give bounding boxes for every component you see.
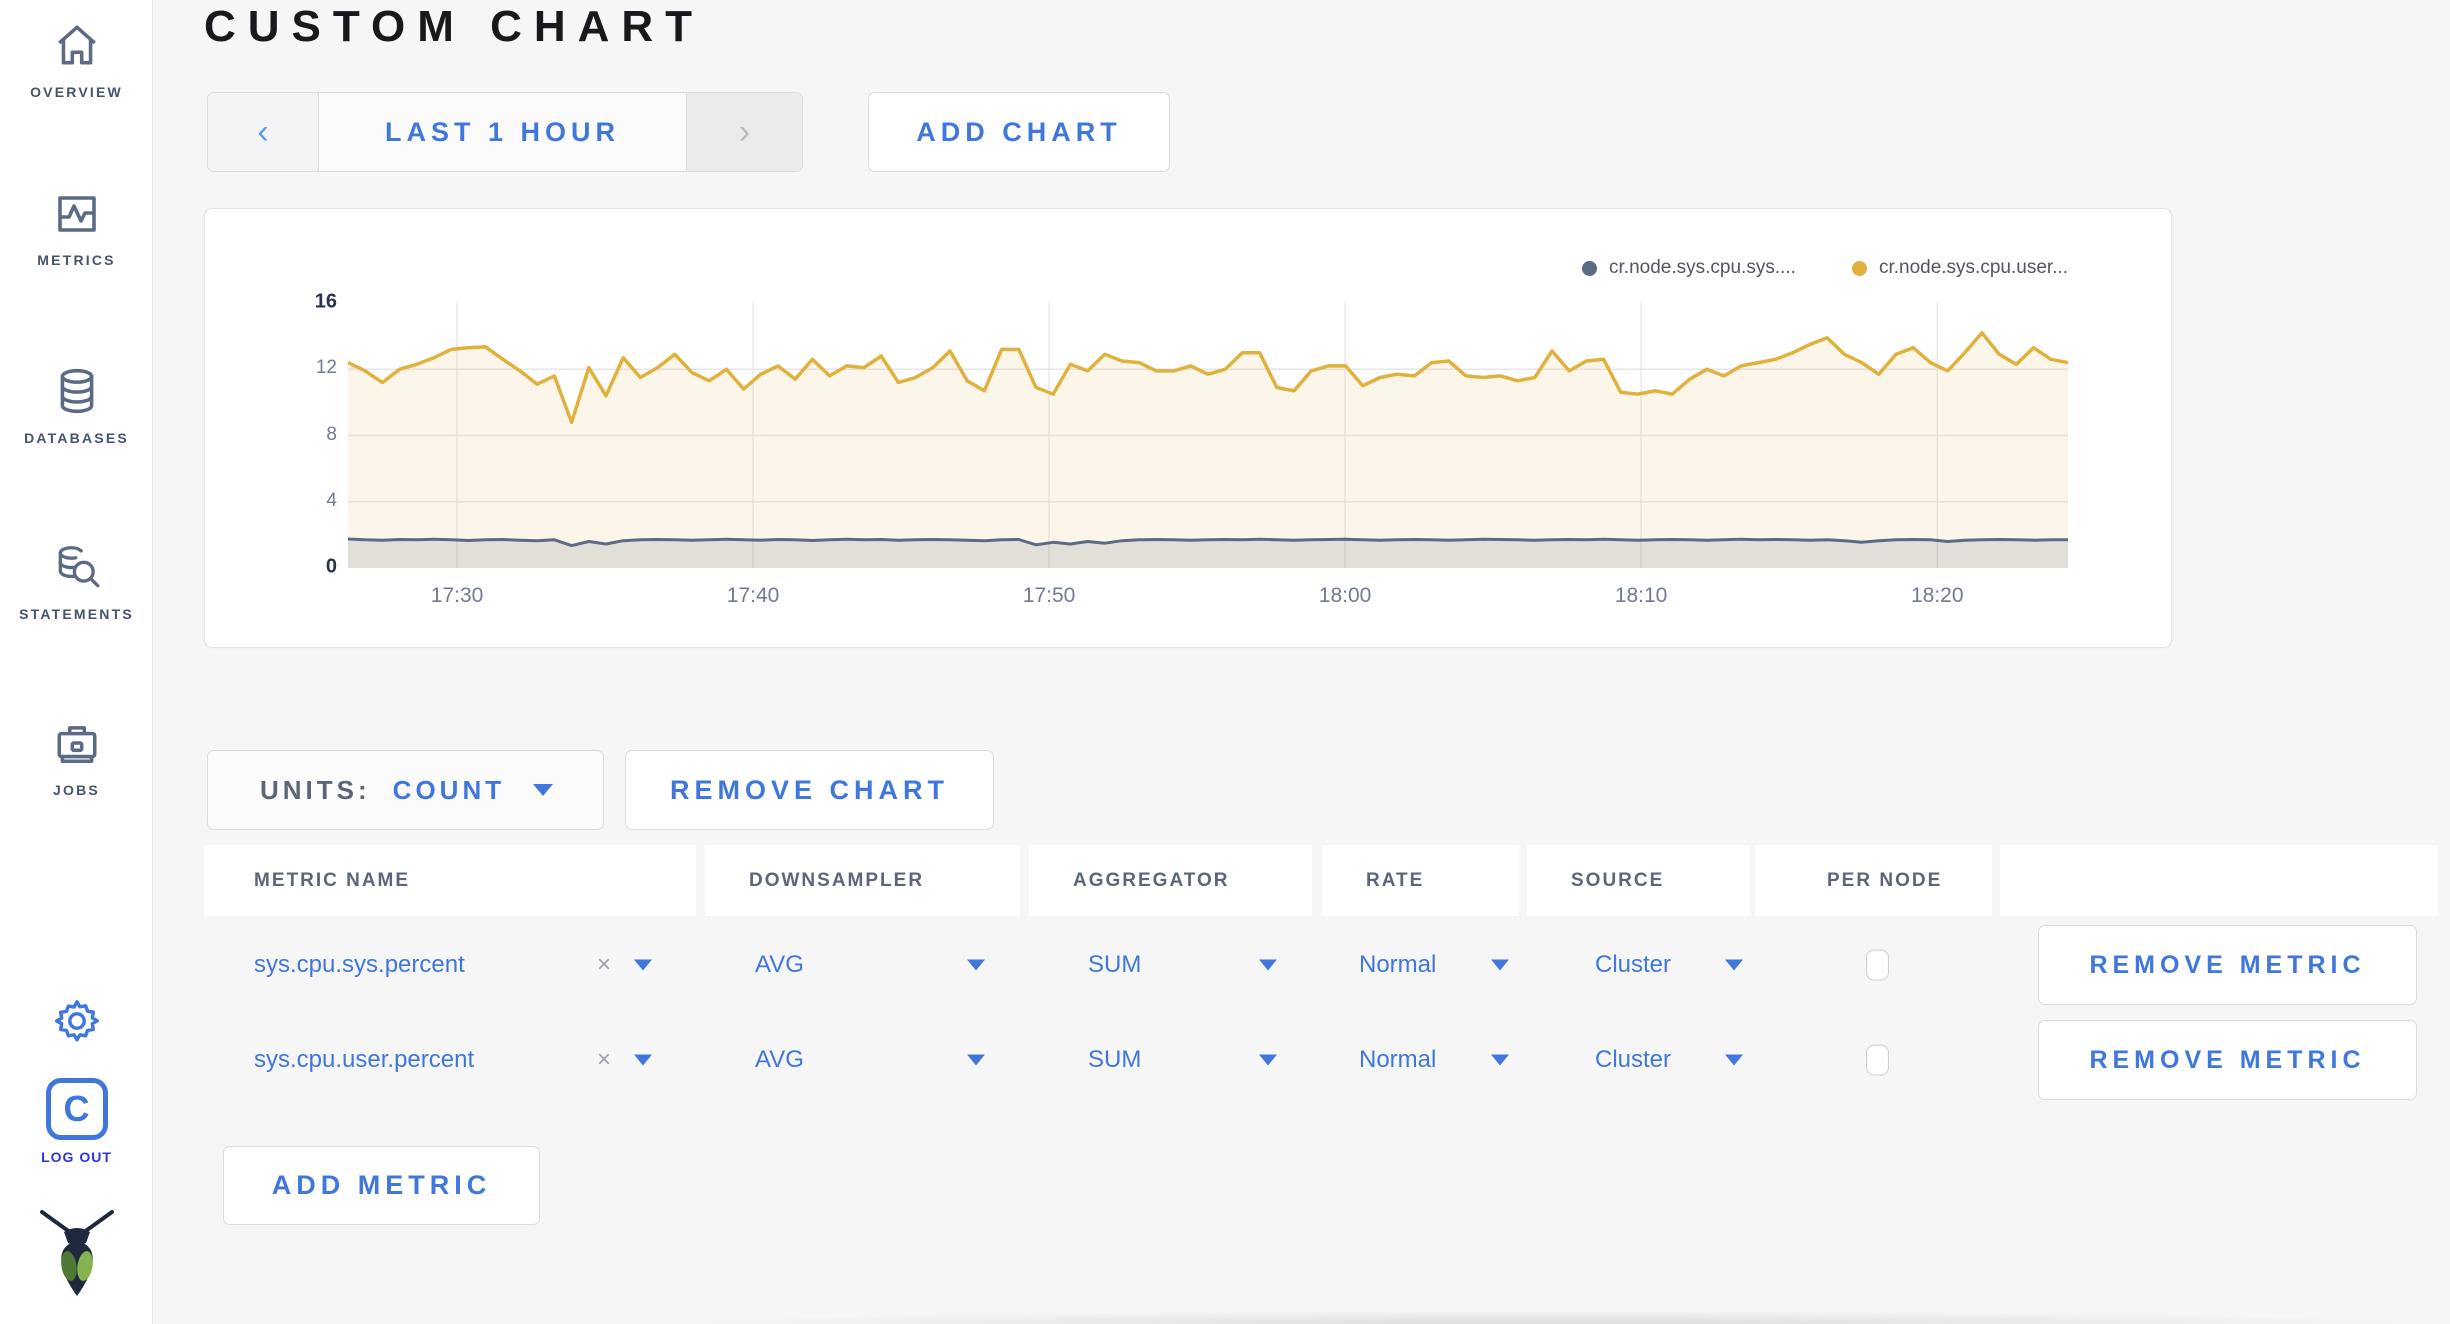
y-tick-label: 8 — [326, 423, 337, 445]
metric-table-row: sys.cpu.sys.percent × AVG SUM Normal Clu… — [204, 920, 2438, 1010]
metrics-icon — [0, 190, 153, 238]
sidebar-item-label: STATEMENTS — [19, 606, 134, 622]
y-axis-labels: 0 4 8 12 16 — [205, 290, 337, 577]
sidebar-item-metrics[interactable]: METRICS — [0, 190, 153, 268]
gear-icon — [0, 998, 153, 1044]
column-header-actions — [2000, 845, 2438, 916]
logout-label: LOG OUT — [41, 1149, 112, 1165]
chart-card: cr.node.sys.cpu.sys.... cr.node.sys.cpu.… — [204, 208, 2172, 648]
column-header-metric-name: METRIC NAME — [204, 845, 696, 916]
sidebar: OVERVIEW METRICS DATABASES — [0, 0, 153, 1324]
legend-dot — [1582, 260, 1598, 276]
x-axis-labels: 17:30 17:40 17:50 18:00 18:10 18:20 — [348, 584, 2068, 614]
chevron-left-icon: ‹ — [257, 113, 269, 151]
sidebar-item-statements[interactable]: STATEMENTS — [0, 542, 153, 622]
legend-item-sys[interactable]: cr.node.sys.cpu.sys.... — [1582, 257, 1796, 279]
per-node-checkbox[interactable] — [1866, 949, 1889, 981]
y-tick-label: 12 — [315, 357, 337, 379]
x-tick-label: 18:00 — [1318, 584, 1372, 607]
clear-metric-icon[interactable]: × — [597, 951, 612, 978]
downsampler-value[interactable]: AVG — [755, 1046, 804, 1073]
aggregator-dropdown-icon[interactable] — [1259, 1054, 1277, 1066]
time-range-dropdown[interactable]: LAST 1 HOUR — [319, 93, 687, 171]
logout-button[interactable]: C LOG OUT — [0, 1078, 153, 1165]
downsampler-value[interactable]: AVG — [755, 951, 804, 978]
home-icon — [0, 20, 153, 70]
legend-label: cr.node.sys.cpu.user... — [1878, 257, 2068, 278]
column-header-downsampler: DOWNSAMPLER — [705, 845, 1020, 916]
rate-value[interactable]: Normal — [1359, 951, 1437, 978]
page-title: CUSTOM CHART — [204, 2, 705, 51]
statements-icon — [0, 542, 153, 592]
time-range-picker: ‹ LAST 1 HOUR › — [207, 92, 803, 172]
rate-dropdown-icon[interactable] — [1491, 1054, 1509, 1066]
line-chart-plot — [347, 303, 2069, 568]
source-dropdown-icon[interactable] — [1725, 1054, 1743, 1066]
chevron-down-icon — [533, 784, 554, 796]
sidebar-item-overview[interactable]: OVERVIEW — [0, 20, 153, 100]
metric-name-value[interactable]: sys.cpu.sys.percent — [254, 951, 465, 978]
column-header-source: SOURCE — [1527, 845, 1750, 916]
units-dropdown[interactable]: UNITS: COUNT — [207, 750, 604, 830]
chevron-right-icon: › — [738, 113, 751, 151]
column-header-rate: RATE — [1322, 845, 1519, 916]
chart-legend: cr.node.sys.cpu.sys.... cr.node.sys.cpu.… — [348, 257, 2068, 279]
x-tick-label: 18:10 — [1614, 584, 1668, 607]
metric-name-value[interactable]: sys.cpu.user.percent — [254, 1046, 475, 1073]
y-tick-label: 16 — [314, 290, 337, 313]
remove-metric-button[interactable]: REMOVE METRIC — [2038, 1020, 2417, 1100]
time-next-button[interactable]: › — [687, 93, 802, 171]
sidebar-item-label: OVERVIEW — [30, 84, 123, 100]
sidebar-item-jobs[interactable]: JOBS — [0, 718, 153, 798]
metric-dropdown-icon[interactable] — [634, 1054, 652, 1066]
y-tick-label: 0 — [325, 555, 337, 578]
remove-metric-button[interactable]: REMOVE METRIC — [2038, 925, 2417, 1005]
column-header-per-node: PER NODE — [1755, 845, 1992, 916]
aggregator-value[interactable]: SUM — [1088, 1046, 1142, 1073]
y-tick-label: 4 — [326, 489, 337, 511]
legend-item-user[interactable]: cr.node.sys.cpu.user... — [1851, 257, 2068, 279]
page-bottom-shadow — [653, 1310, 2450, 1324]
aggregator-value[interactable]: SUM — [1088, 951, 1142, 978]
rate-value[interactable]: Normal — [1359, 1046, 1437, 1073]
jobs-icon — [0, 718, 153, 768]
sidebar-item-databases[interactable]: DATABASES — [0, 366, 153, 446]
source-value[interactable]: Cluster — [1595, 951, 1672, 978]
clear-metric-icon[interactable]: × — [597, 1046, 612, 1073]
x-tick-label: 17:30 — [430, 584, 484, 607]
sidebar-item-label: DATABASES — [24, 430, 129, 446]
downsampler-dropdown-icon[interactable] — [967, 1054, 985, 1066]
main-content: CUSTOM CHART ‹ LAST 1 HOUR › ADD CHART c… — [153, 0, 2450, 1324]
units-label: UNITS: — [260, 774, 371, 805]
cockroach-bug-logo[interactable] — [0, 1206, 153, 1305]
x-tick-label: 17:40 — [726, 584, 780, 607]
metric-dropdown-icon[interactable] — [634, 959, 652, 971]
x-tick-label: 18:20 — [1910, 584, 1964, 607]
rate-dropdown-icon[interactable] — [1491, 959, 1509, 971]
units-value: COUNT — [392, 774, 506, 805]
sidebar-item-label: JOBS — [53, 782, 100, 798]
metric-table-row: sys.cpu.user.percent × AVG SUM Normal Cl… — [204, 1015, 2438, 1105]
x-tick-label: 17:50 — [1022, 584, 1076, 607]
downsampler-dropdown-icon[interactable] — [967, 959, 985, 971]
column-header-aggregator: AGGREGATOR — [1029, 845, 1312, 916]
per-node-checkbox[interactable] — [1866, 1044, 1889, 1076]
settings-button[interactable] — [0, 998, 153, 1044]
remove-chart-button[interactable]: REMOVE CHART — [625, 750, 994, 830]
cockroach-c-icon: C — [45, 1078, 108, 1140]
source-value[interactable]: Cluster — [1595, 1046, 1672, 1073]
add-metric-button[interactable]: ADD METRIC — [223, 1146, 540, 1225]
aggregator-dropdown-icon[interactable] — [1259, 959, 1277, 971]
sidebar-item-label: METRICS — [37, 252, 116, 268]
database-icon — [0, 366, 153, 416]
add-chart-button[interactable]: ADD CHART — [868, 92, 1170, 172]
legend-dot — [1851, 260, 1867, 276]
source-dropdown-icon[interactable] — [1725, 959, 1743, 971]
time-prev-button[interactable]: ‹ — [208, 93, 319, 171]
legend-label: cr.node.sys.cpu.sys.... — [1609, 257, 1796, 278]
